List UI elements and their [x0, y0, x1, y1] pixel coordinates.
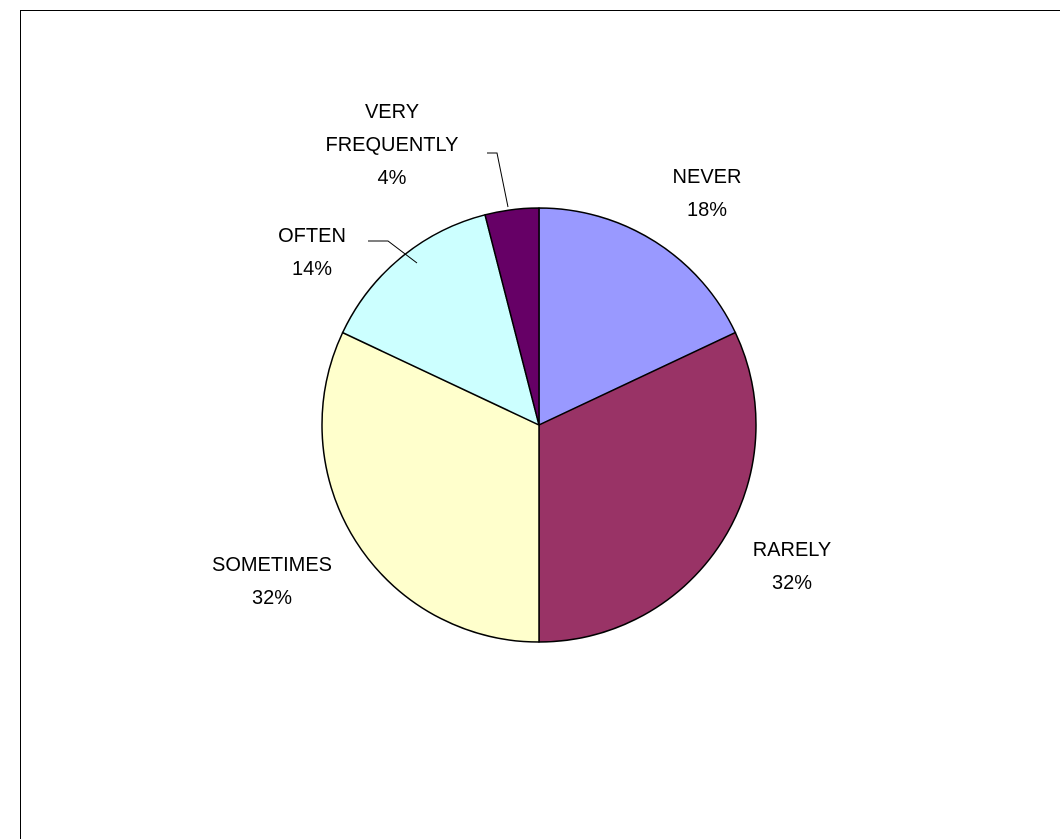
pie-slice-very-frequently — [484, 207, 540, 426]
leader-line-very-frequently — [487, 152, 509, 208]
slice-label-never: NEVER 18% — [673, 166, 742, 221]
pie-slice-often — [341, 213, 541, 427]
pie-slice-sometimes — [321, 331, 540, 643]
pie-slices — [321, 207, 757, 643]
slice-label-rarely: RARELY 32% — [753, 539, 832, 594]
pie-slice-rarely — [538, 331, 757, 643]
leader-line-often — [368, 240, 418, 264]
pie-chart: NEVER 18% RARELY 32% SOMETIMES 32% OFTEN 14% VER… — [20, 10, 1060, 839]
leader-lines — [368, 152, 509, 264]
chart-area: NEVER 18% RARELY 32% SOMETIMES 32% OFTEN 14% VER… — [20, 10, 1060, 839]
pie-slice-never — [538, 207, 737, 427]
slice-label-often: OFTEN 14% — [278, 225, 346, 280]
slice-labels: NEVER 18% RARELY 32% SOMETIMES 32% OFTEN 14% VER… — [212, 101, 831, 609]
slice-label-sometimes: SOMETIMES 32% — [212, 554, 332, 609]
slice-label-very-frequently: VERY FREQUENTLY 4% — [326, 101, 459, 189]
